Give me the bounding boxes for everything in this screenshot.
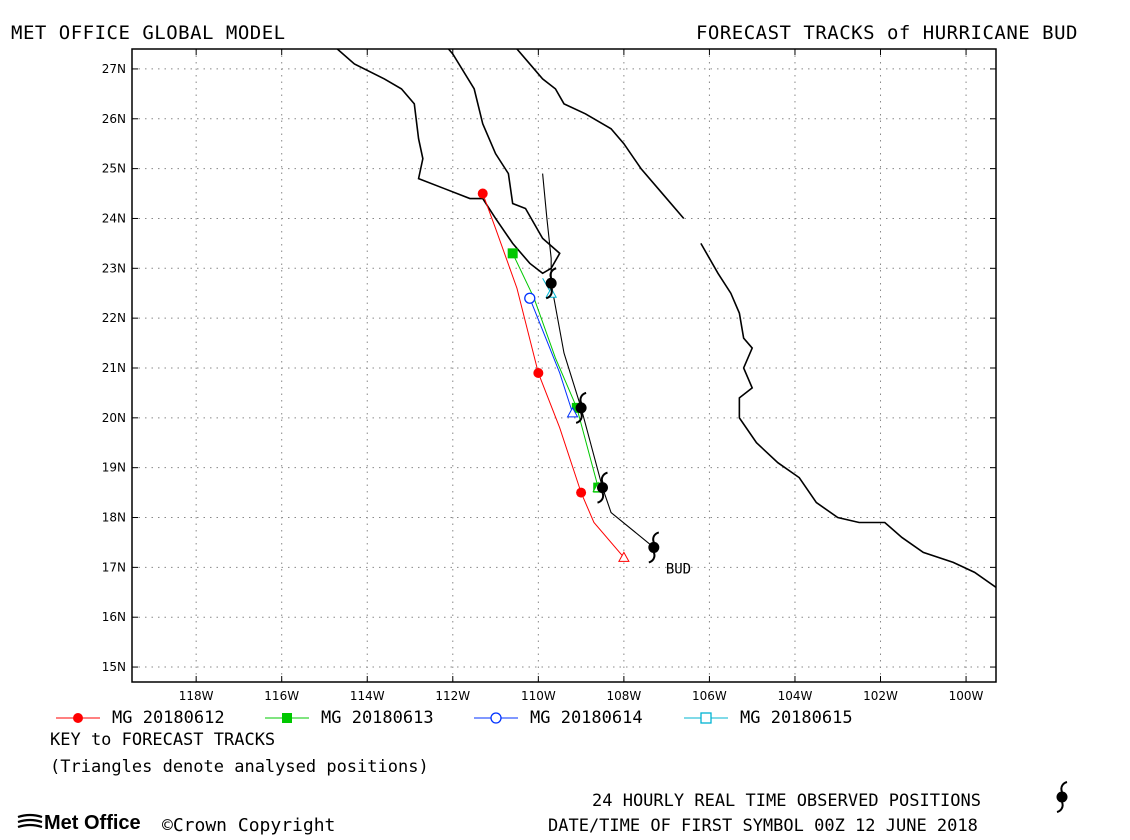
legend-marker — [73, 713, 83, 723]
key-title: KEY to FORECAST TRACKS — [50, 730, 276, 750]
y-tick-label: 17N — [102, 560, 126, 574]
forecast-track-line — [512, 253, 599, 488]
y-tick-label: 15N — [102, 660, 126, 674]
storm-label: BUD — [666, 561, 691, 577]
forecast-track-line — [482, 193, 625, 558]
first-symbol-datetime: DATE/TIME OF FIRST SYMBOL 00Z 12 JUNE 20… — [548, 816, 978, 836]
y-tick-label: 26N — [102, 112, 126, 126]
header-model-title: MET OFFICE GLOBAL MODEL — [11, 22, 286, 44]
x-tick-label: 118W — [179, 689, 214, 703]
forecast-point — [576, 487, 587, 498]
legend-entry-20180613: MG 20180613 — [321, 708, 434, 728]
forecast-point — [507, 248, 518, 259]
y-tick-label: 20N — [102, 411, 126, 425]
analysed-position-triangle — [618, 551, 630, 562]
y-axis-ticks: 15N 16N 17N 18N 19N 20N 21N 22N 23N 24N 25N 26N 27N — [102, 62, 996, 674]
legend-entry-20180612: MG 20180612 — [112, 708, 225, 728]
y-tick-label: 27N — [102, 62, 126, 76]
analysed-position-triangle — [566, 406, 579, 418]
x-tick-label: 116W — [264, 689, 299, 703]
x-tick-label: 102W — [863, 689, 898, 703]
y-tick-label: 18N — [102, 511, 126, 525]
observed-track — [542, 173, 655, 548]
key-note: (Triangles denote analysed positions) — [50, 757, 429, 777]
x-tick-label: 106W — [692, 689, 727, 703]
y-tick-label: 22N — [102, 311, 126, 325]
y-tick-label: 25N — [102, 162, 126, 176]
legend-marker — [700, 712, 712, 724]
forecast-track-line — [529, 298, 574, 414]
met-office-logo-icon — [16, 812, 44, 835]
x-tick-label: 104W — [778, 689, 813, 703]
legend-marker — [490, 712, 502, 724]
x-tick-label: 114W — [350, 689, 385, 703]
forecast-point — [533, 367, 544, 378]
plot-frame — [131, 48, 997, 683]
observed-track-line — [542, 173, 655, 548]
y-tick-label: 24N — [102, 211, 126, 225]
y-tick-label: 23N — [102, 261, 126, 275]
legend-markers — [56, 712, 728, 724]
coastline — [700, 242, 996, 588]
coastlines — [336, 49, 996, 588]
y-tick-label: 21N — [102, 361, 126, 375]
grid-lines — [132, 49, 996, 682]
x-axis-ticks: 118W 116W 114W 112W 110W 108W 106W 104W 102W 100W — [179, 49, 984, 703]
x-tick-label: 108W — [606, 689, 641, 703]
x-tick-label: 112W — [435, 689, 470, 703]
legend-entry-20180614: MG 20180614 — [530, 708, 643, 728]
coastline — [336, 49, 561, 275]
observed-position-symbol-icon — [1055, 781, 1069, 813]
coastline — [516, 49, 685, 219]
copyright-notice: ©Crown Copyright — [162, 815, 336, 836]
met-office-logo-text: Met Office — [44, 812, 141, 834]
y-tick-label: 16N — [102, 610, 126, 624]
forecast-point — [477, 188, 488, 199]
x-tick-label: 100W — [949, 689, 984, 703]
header-storm-title: FORECAST TRACKS of HURRICANE BUD — [695, 22, 1078, 44]
legend-entry-20180615: MG 20180615 — [740, 708, 853, 728]
y-tick-label: 19N — [102, 461, 126, 475]
met-office-logo: Met Office — [16, 812, 141, 835]
legend-marker — [282, 713, 292, 723]
x-tick-label: 110W — [521, 689, 556, 703]
observed-positions-label: 24 HOURLY REAL TIME OBSERVED POSITIONS — [592, 791, 981, 811]
plot-area — [132, 49, 996, 682]
forecast-point — [524, 292, 536, 304]
